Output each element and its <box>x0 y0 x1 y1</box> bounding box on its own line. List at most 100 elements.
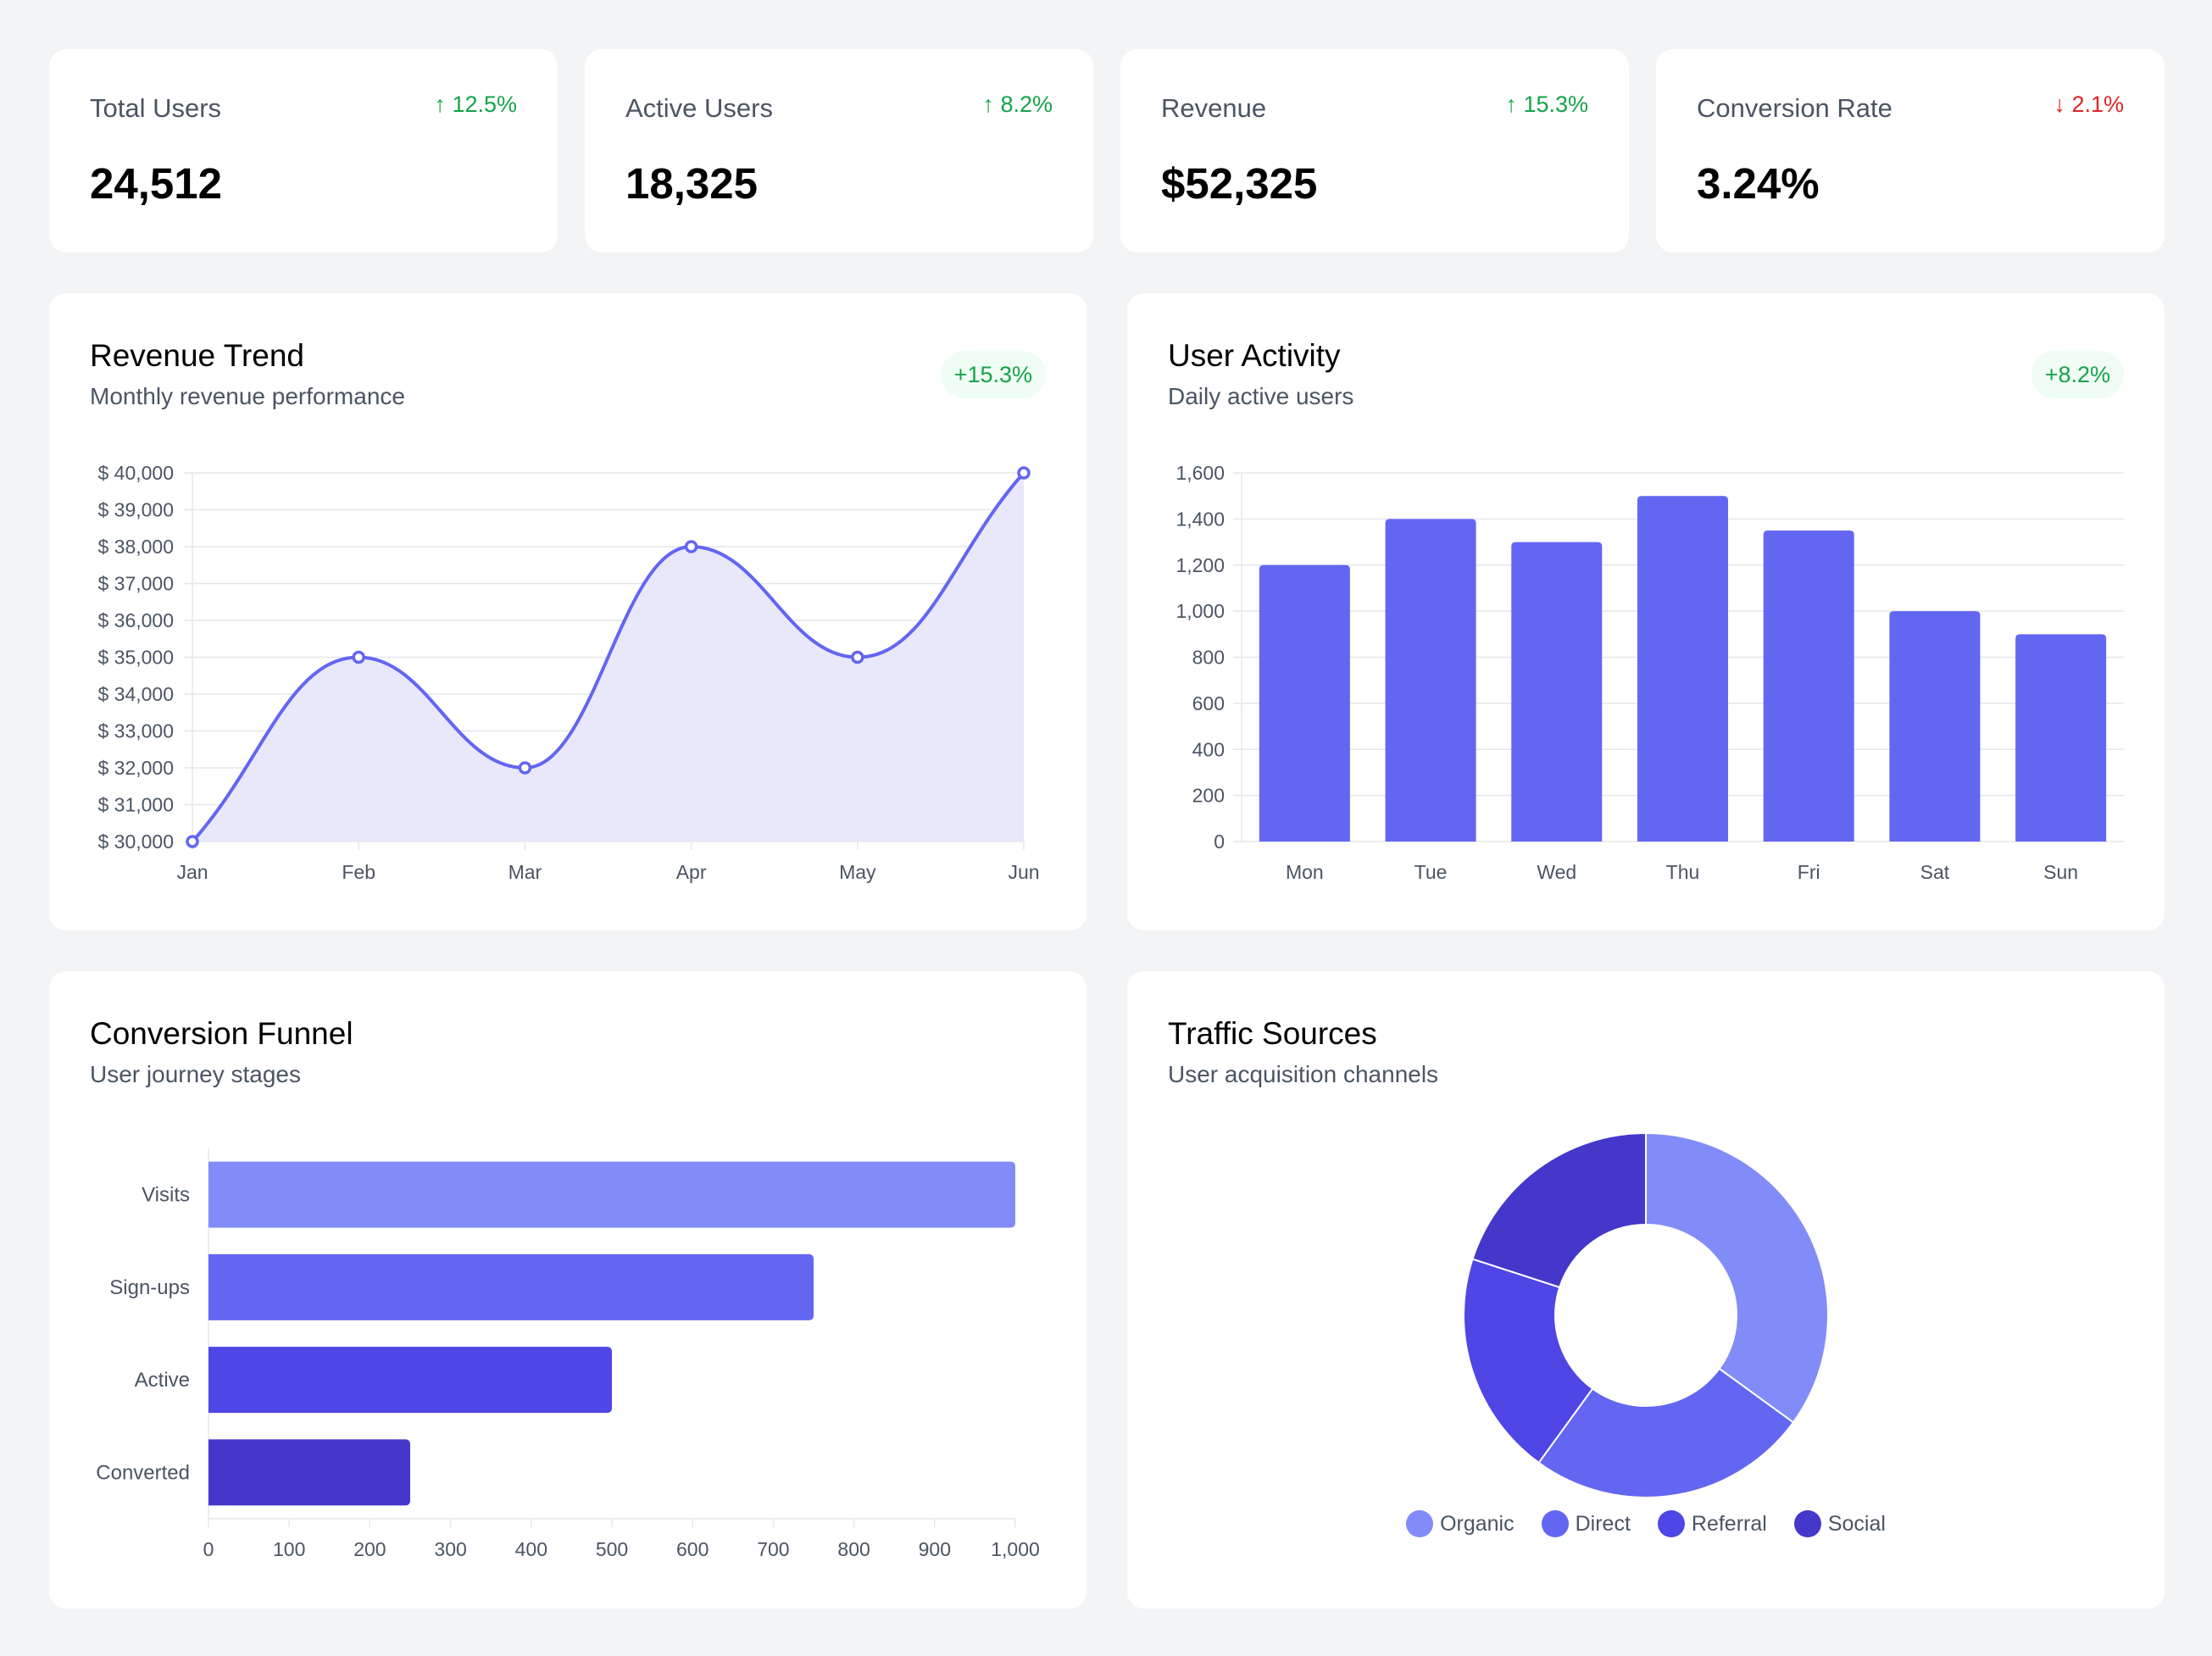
stat-change: ↓ 2.1% <box>2054 92 2124 117</box>
legend-item-social[interactable]: Social <box>1793 1510 1886 1537</box>
legend-label: Referral <box>1691 1511 1767 1536</box>
stat-label: Total Users <box>90 93 222 123</box>
legend-label: Direct <box>1575 1511 1631 1536</box>
y-tick-label: Sign-ups <box>109 1276 190 1299</box>
activity-bar <box>1889 611 1981 842</box>
revenue-point <box>186 835 199 848</box>
legend-label: Social <box>1827 1511 1886 1536</box>
y-tick-label: $ 35,000 <box>97 647 174 669</box>
y-tick-label: 800 <box>1192 647 1225 669</box>
funnel-bar <box>208 1161 1015 1228</box>
legend-item-direct[interactable]: Direct <box>1541 1510 1631 1537</box>
stat-card-revenue: Revenue ↑ 15.3% $52,325 <box>1120 49 1629 253</box>
x-tick-label: Jan <box>176 861 208 883</box>
x-tick-label: May <box>839 861 876 883</box>
activity-bar <box>1259 564 1350 842</box>
revenue-point <box>684 540 698 553</box>
y-tick-label: $ 37,000 <box>97 573 174 595</box>
y-tick-label: $ 36,000 <box>97 609 174 631</box>
x-tick-label: 500 <box>596 1538 628 1560</box>
x-tick-label: Tue <box>1414 861 1448 883</box>
activity-bar <box>1763 530 1854 842</box>
x-tick-label: 400 <box>515 1538 547 1560</box>
growth-badge: +8.2% <box>2031 351 2124 398</box>
legend-swatch <box>1541 1510 1569 1537</box>
chart-title: User Activity <box>1168 338 1341 373</box>
x-tick-label: Mar <box>509 861 542 883</box>
y-tick-label: 1,200 <box>1175 554 1225 576</box>
activity-bar <box>1511 542 1603 842</box>
stat-value: 3.24% <box>1697 159 1820 208</box>
x-tick-label: 900 <box>919 1538 951 1560</box>
revenue-point <box>518 761 532 775</box>
x-tick-label: 600 <box>676 1538 709 1560</box>
x-tick-label: Feb <box>342 861 375 883</box>
revenue-point <box>851 650 864 664</box>
pie-slice-direct <box>1537 1367 1795 1498</box>
y-tick-label: Active <box>135 1369 190 1392</box>
pie-slice-organic <box>1645 1131 1829 1424</box>
activity-bar <box>1637 496 1728 842</box>
pie-slice-referral <box>1463 1258 1594 1464</box>
chart-subtitle: User journey stages <box>90 1061 302 1087</box>
activity-bar <box>1385 519 1476 842</box>
funnel-bar <box>208 1347 612 1414</box>
x-tick-label: Sun <box>2043 861 2078 883</box>
chart-subtitle: Daily active users <box>1168 383 1354 409</box>
stat-value: 18,325 <box>625 159 758 208</box>
y-tick-label: $ 30,000 <box>97 831 174 853</box>
chart-subtitle: User acquisition channels <box>1168 1061 1439 1087</box>
legend-item-referral[interactable]: Referral <box>1657 1510 1767 1537</box>
chart-title: Traffic Sources <box>1168 1016 1377 1051</box>
y-tick-label: 1,600 <box>1175 462 1225 484</box>
revenue-point <box>1017 466 1031 480</box>
legend-swatch <box>1793 1510 1821 1537</box>
y-tick-label: $ 38,000 <box>97 536 174 558</box>
y-tick-label: $ 39,000 <box>97 499 174 521</box>
x-tick-label: 300 <box>434 1538 466 1560</box>
legend-item-organic[interactable]: Organic <box>1406 1510 1514 1537</box>
y-tick-label: Visits <box>142 1184 190 1207</box>
activity-bar <box>2015 634 2107 842</box>
x-tick-label: Mon <box>1286 861 1324 883</box>
x-tick-label: 700 <box>757 1538 789 1560</box>
stat-card-conversion-rate: Conversion Rate ↓ 2.1% 3.24% <box>1656 49 2165 253</box>
x-tick-label: Sat <box>1920 861 1950 883</box>
y-tick-label: $ 32,000 <box>97 757 174 779</box>
chart-title: Conversion Funnel <box>90 1016 353 1051</box>
x-tick-label: 200 <box>353 1538 386 1560</box>
y-tick-label: 400 <box>1192 738 1225 760</box>
stat-card-active-users: Active Users ↑ 8.2% 18,325 <box>585 49 1093 253</box>
legend-swatch <box>1657 1510 1685 1537</box>
stat-change: ↑ 8.2% <box>982 92 1053 117</box>
y-tick-label: 200 <box>1192 785 1225 807</box>
stat-label: Conversion Rate <box>1697 93 1892 123</box>
stat-label: Revenue <box>1161 93 1267 123</box>
x-tick-label: 0 <box>203 1538 214 1560</box>
legend-label: Organic <box>1440 1511 1514 1536</box>
y-tick-label: $ 40,000 <box>97 462 174 484</box>
y-tick-label: $ 31,000 <box>97 794 174 816</box>
chart-subtitle: Monthly revenue performance <box>90 383 405 409</box>
stat-card-total-users: Total Users ↑ 12.5% 24,512 <box>49 49 558 253</box>
x-tick-label: Jun <box>1008 861 1039 883</box>
x-tick-label: 100 <box>273 1538 305 1560</box>
chart-title: Revenue Trend <box>90 338 305 373</box>
funnel-bar <box>208 1253 814 1320</box>
x-tick-label: 1,000 <box>991 1538 1040 1560</box>
y-tick-label: 1,400 <box>1175 508 1225 530</box>
funnel-bar <box>208 1439 410 1506</box>
stat-change: ↑ 15.3% <box>1505 92 1588 117</box>
y-tick-label: $ 33,000 <box>97 720 174 742</box>
x-tick-label: Wed <box>1537 861 1576 883</box>
stat-value: 24,512 <box>90 159 222 208</box>
y-tick-label: Converted <box>96 1461 190 1484</box>
revenue-line <box>191 471 1025 843</box>
growth-badge: +15.3% <box>940 351 1046 398</box>
y-tick-label: $ 34,000 <box>97 683 174 705</box>
revenue-point <box>352 650 365 664</box>
traffic-sources-card: Traffic Sources User acquisition channel… <box>1127 971 2165 1609</box>
x-tick-label: Fri <box>1798 861 1820 883</box>
y-tick-label: 1,000 <box>1175 600 1225 622</box>
